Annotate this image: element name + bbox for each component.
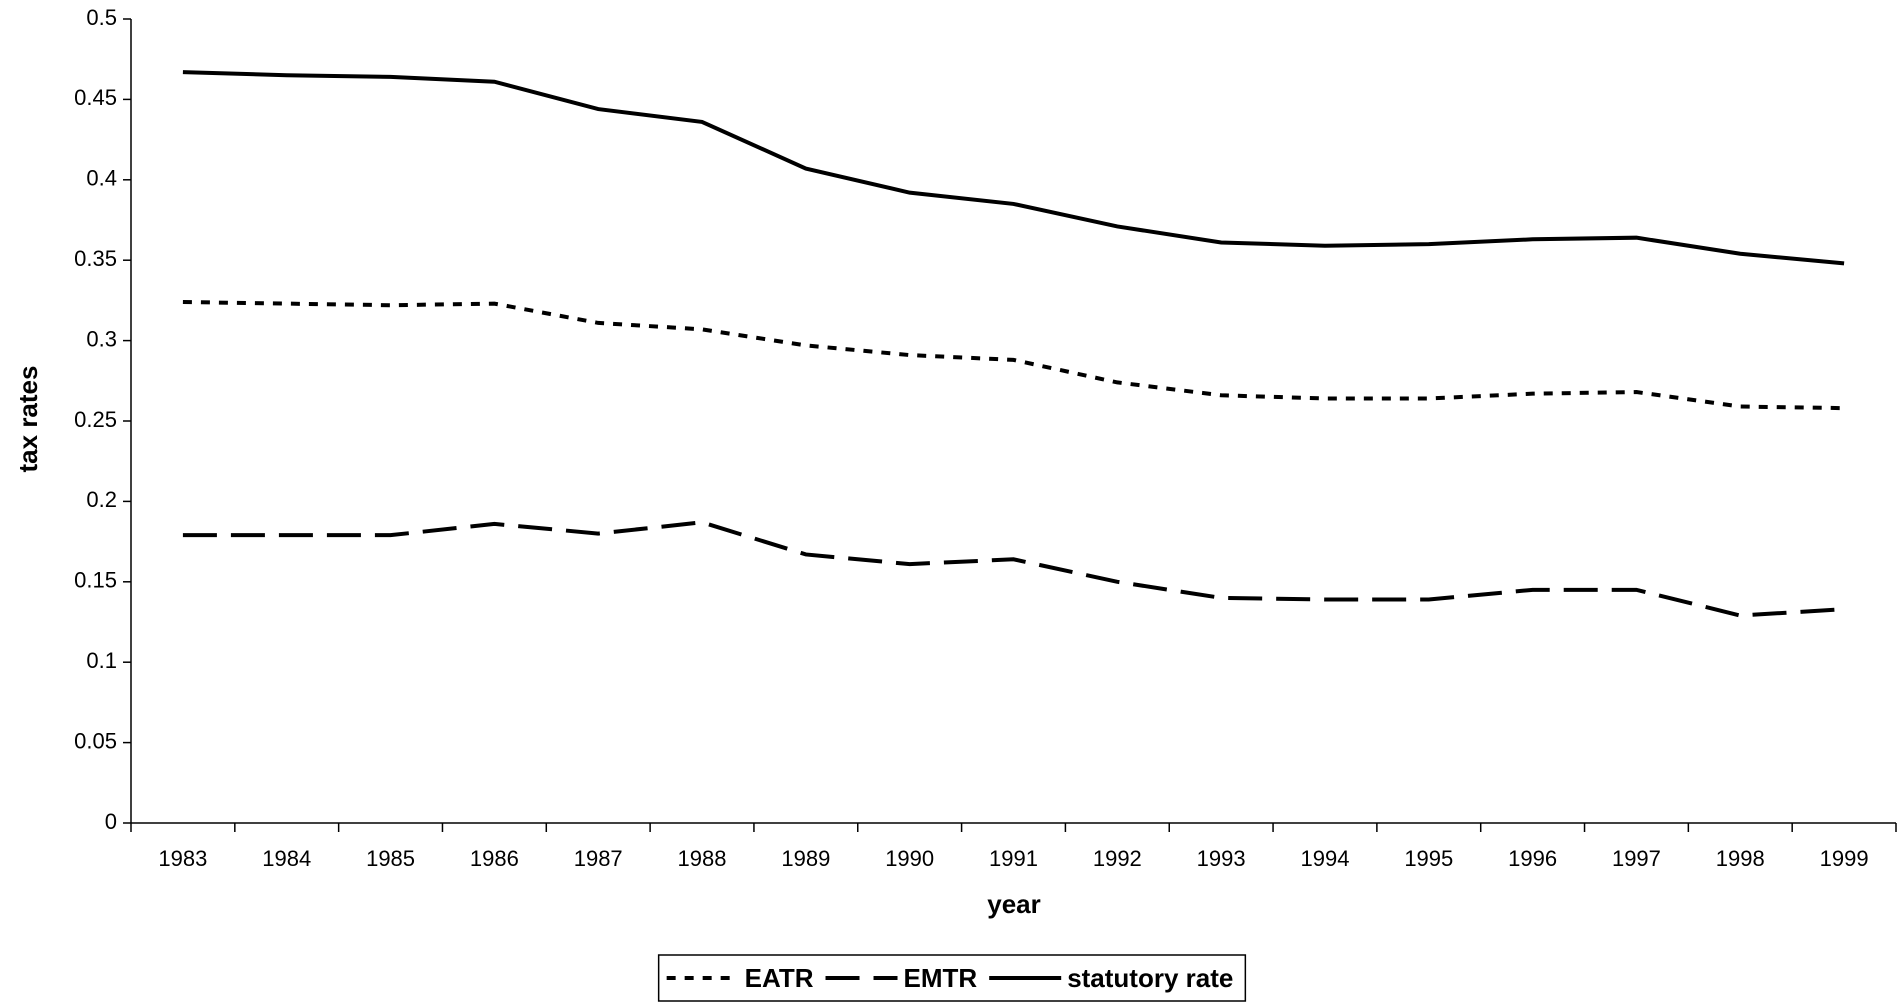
x-tick-label: 1993: [1197, 846, 1246, 871]
x-tick-label: 1996: [1508, 846, 1557, 871]
x-tick-label: 1995: [1404, 846, 1453, 871]
x-tick-label: 1994: [1300, 846, 1349, 871]
legend-label: EMTR: [904, 963, 978, 993]
y-axis-label: tax rates: [13, 366, 43, 473]
y-tick-label: 0.25: [74, 407, 117, 432]
y-tick-label: 0.35: [74, 246, 117, 271]
x-tick-label: 1984: [262, 846, 311, 871]
series-line: [182, 70, 1845, 266]
x-tick-label: 1998: [1716, 846, 1765, 871]
x-tick-label: 1990: [885, 846, 934, 871]
legend-label: EATR: [745, 963, 814, 993]
y-tick-label: 0.05: [74, 728, 117, 753]
y-tick-label: 0.45: [74, 85, 117, 110]
x-tick-label: 1985: [366, 846, 415, 871]
y-tick-label: 0.5: [86, 5, 117, 30]
y-tick-label: 0.2: [86, 487, 117, 512]
x-tick-label: 1986: [470, 846, 519, 871]
y-tick-label: 0.4: [86, 166, 117, 191]
y-tick-label: 0.15: [74, 568, 117, 593]
x-tick-label: 1989: [781, 846, 830, 871]
x-axis-label: year: [987, 889, 1041, 919]
x-tick-label: 1987: [574, 846, 623, 871]
legend-label: statutory rate: [1067, 963, 1233, 993]
x-tick-label: 1988: [678, 846, 727, 871]
y-tick-label: 0.3: [86, 326, 117, 351]
y-tick-label: 0: [105, 809, 117, 834]
series-line: [182, 300, 1845, 411]
x-tick-label: 1999: [1820, 846, 1869, 871]
x-tick-label: 1992: [1093, 846, 1142, 871]
series-line: [182, 520, 1845, 618]
x-tick-label: 1991: [989, 846, 1038, 871]
x-tick-label: 1983: [158, 846, 207, 871]
y-tick-label: 0.1: [86, 648, 117, 673]
legend-box: [657, 954, 1247, 1002]
x-tick-label: 1997: [1612, 846, 1661, 871]
